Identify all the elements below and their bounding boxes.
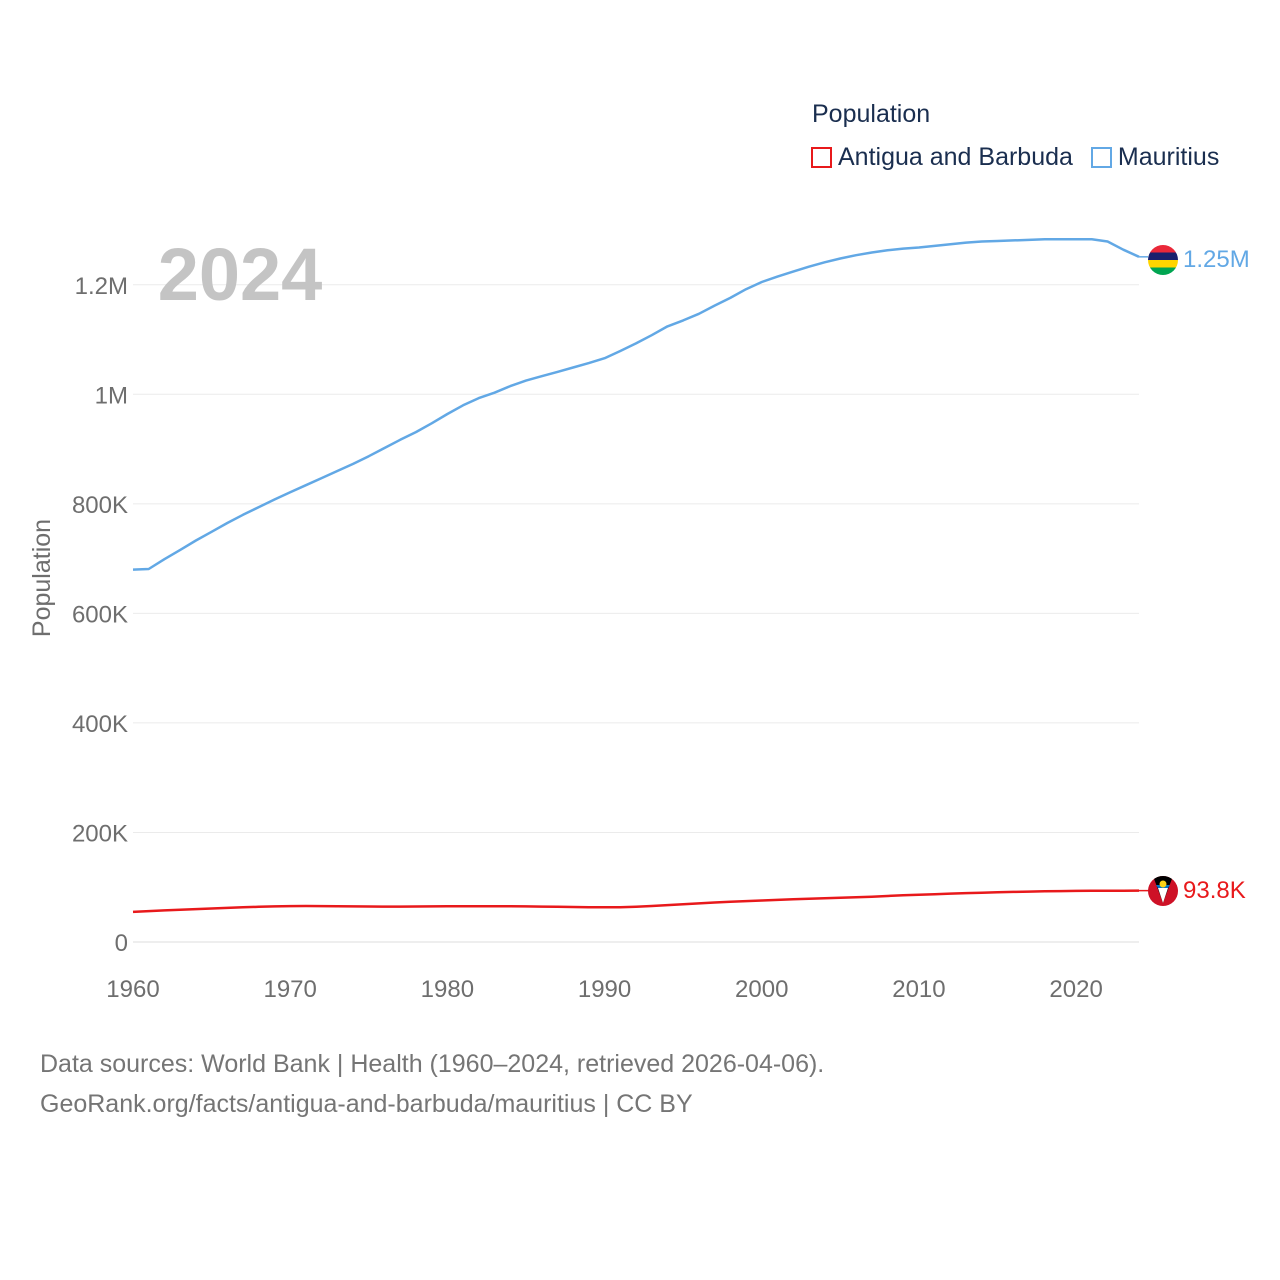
series-lines	[132, 238, 1148, 914]
y-tick-label: 1M	[95, 382, 128, 409]
antigua-flag-icon	[1148, 876, 1178, 906]
footer-url: GeoRank.org/facts/antigua-and-barbuda/ma…	[40, 1090, 693, 1118]
legend-swatch-antigua	[811, 147, 832, 168]
antigua-end-label: 93.8K	[1183, 877, 1246, 904]
x-tick-label: 1990	[578, 976, 631, 1003]
x-tick-label: 2010	[892, 976, 945, 1003]
x-tick-label: 1970	[263, 976, 316, 1003]
legend-label-mauritius: Mauritius	[1117, 143, 1220, 171]
mauritius-end-label: 1.25M	[1183, 246, 1250, 273]
y-axis-ticks: 0 200K 400K 600K 800K 1M 1.2M	[72, 273, 128, 957]
footer-sources: Data sources: World Bank | Health (1960–…	[40, 1050, 825, 1078]
series-line-mauritius	[132, 238, 1140, 571]
grid-lines	[133, 284, 1139, 943]
legend-title: Population	[812, 100, 931, 128]
y-tick-label: 400K	[72, 711, 128, 738]
legend-item-mauritius[interactable]: Mauritius	[1090, 143, 1220, 172]
legend-swatch-mauritius	[1090, 147, 1112, 168]
x-tick-label: 1980	[421, 976, 474, 1003]
footer: Data sources: World Bank | Health (1960–…	[40, 1044, 824, 1124]
y-tick-label: 800K	[72, 492, 128, 519]
y-tick-label: 1.2M	[75, 273, 128, 300]
legend: Antigua and Barbuda Mauritius	[811, 143, 1237, 172]
x-axis-ticks: 1960 1970 1980 1990 2000 2010 2020	[106, 976, 1103, 1003]
x-tick-label: 2020	[1049, 976, 1102, 1003]
y-axis-label: Population	[28, 519, 56, 637]
y-tick-label: 0	[115, 930, 128, 957]
year-watermark: 2024	[158, 233, 323, 316]
x-tick-label: 2000	[735, 976, 788, 1003]
legend-label-antigua: Antigua and Barbuda	[838, 143, 1073, 171]
series-line-antigua	[132, 889, 1140, 914]
y-tick-label: 200K	[72, 820, 128, 847]
x-tick-label: 1960	[106, 976, 159, 1003]
end-markers	[1148, 245, 1178, 906]
y-tick-label: 600K	[72, 601, 128, 628]
legend-item-antigua[interactable]: Antigua and Barbuda	[811, 143, 1073, 172]
mauritius-flag-icon	[1148, 245, 1178, 275]
